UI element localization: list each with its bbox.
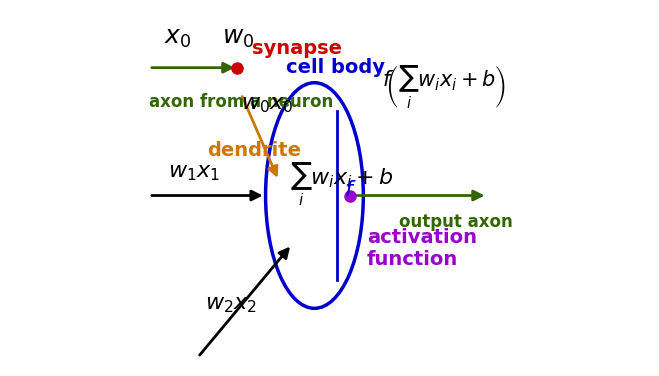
Text: $\sum_i w_i x_i + b$: $\sum_i w_i x_i + b$ <box>290 161 394 208</box>
Text: $f$: $f$ <box>344 180 357 200</box>
Text: $w_1x_1$: $w_1x_1$ <box>168 163 220 183</box>
Text: dendrite: dendrite <box>208 141 301 160</box>
Text: cell body: cell body <box>286 58 386 77</box>
Text: $w_0x_0$: $w_0x_0$ <box>241 95 294 115</box>
Text: $x_0$: $x_0$ <box>164 26 191 50</box>
Text: $w_0$: $w_0$ <box>222 26 254 50</box>
Text: activation
function: activation function <box>367 227 477 269</box>
Text: synapse: synapse <box>252 39 343 58</box>
Text: output axon: output axon <box>399 213 513 231</box>
Text: axon from a neuron: axon from a neuron <box>149 92 333 111</box>
Text: $w_2x_2$: $w_2x_2$ <box>206 294 258 315</box>
Text: $f\!\left(\sum_i w_i x_i + b\right)$: $f\!\left(\sum_i w_i x_i + b\right)$ <box>382 63 506 110</box>
